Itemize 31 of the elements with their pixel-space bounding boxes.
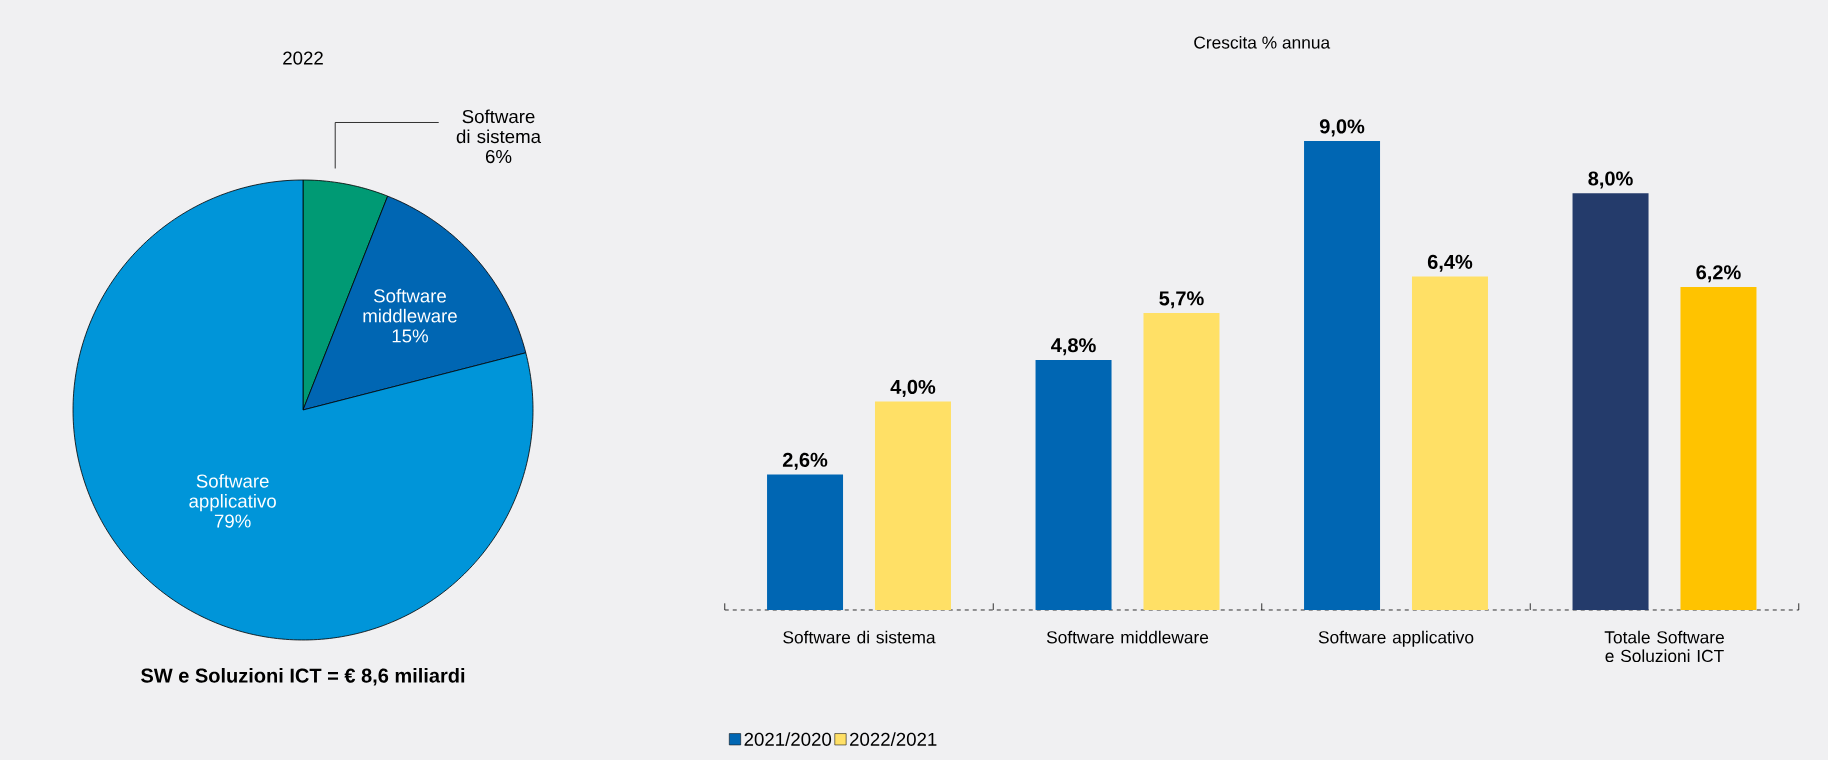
bar <box>767 474 844 610</box>
data-label: 4,8% <box>1051 338 1096 356</box>
data-label: 79% <box>214 514 251 528</box>
chart-title: Crescita % annua <box>1194 35 1331 49</box>
data-label: 6,2% <box>1696 265 1741 283</box>
data-label: 2,6% <box>782 452 828 470</box>
x-tick-label: Software di sistema <box>783 630 936 644</box>
x-tick-label: Software applicativo <box>1318 630 1474 647</box>
data-label: 5,7% <box>1159 291 1204 309</box>
slice-label: Software applicativo <box>189 473 276 512</box>
bar <box>1411 276 1488 610</box>
chart-title: 2022 <box>283 51 323 65</box>
x-tick-label: Software middleware <box>1046 630 1209 644</box>
legend-label: 2022/2021 <box>850 732 937 746</box>
text: SW e Soluzioni ICT = € 8,6 miliardi <box>141 667 465 686</box>
bar <box>874 401 951 610</box>
data-label: 15% <box>392 329 428 343</box>
data-label: 6% <box>485 149 512 164</box>
data-label: 9,0% <box>1319 119 1365 137</box>
bar <box>1304 141 1381 610</box>
legend-label: 2021/2020 <box>744 732 832 746</box>
bar <box>1572 193 1649 610</box>
bar <box>1143 313 1220 610</box>
data-label: 6,4% <box>1427 254 1473 272</box>
data-label: 4,0% <box>890 379 936 397</box>
x-tick-label: Totale Software e Soluzioni ICT <box>1604 630 1724 663</box>
slice-label: Software middleware <box>363 288 457 323</box>
data-label: 8,0% <box>1588 171 1633 189</box>
bar <box>1680 286 1757 610</box>
bar <box>1035 359 1112 610</box>
slice-label: Software di sistema <box>456 109 542 144</box>
